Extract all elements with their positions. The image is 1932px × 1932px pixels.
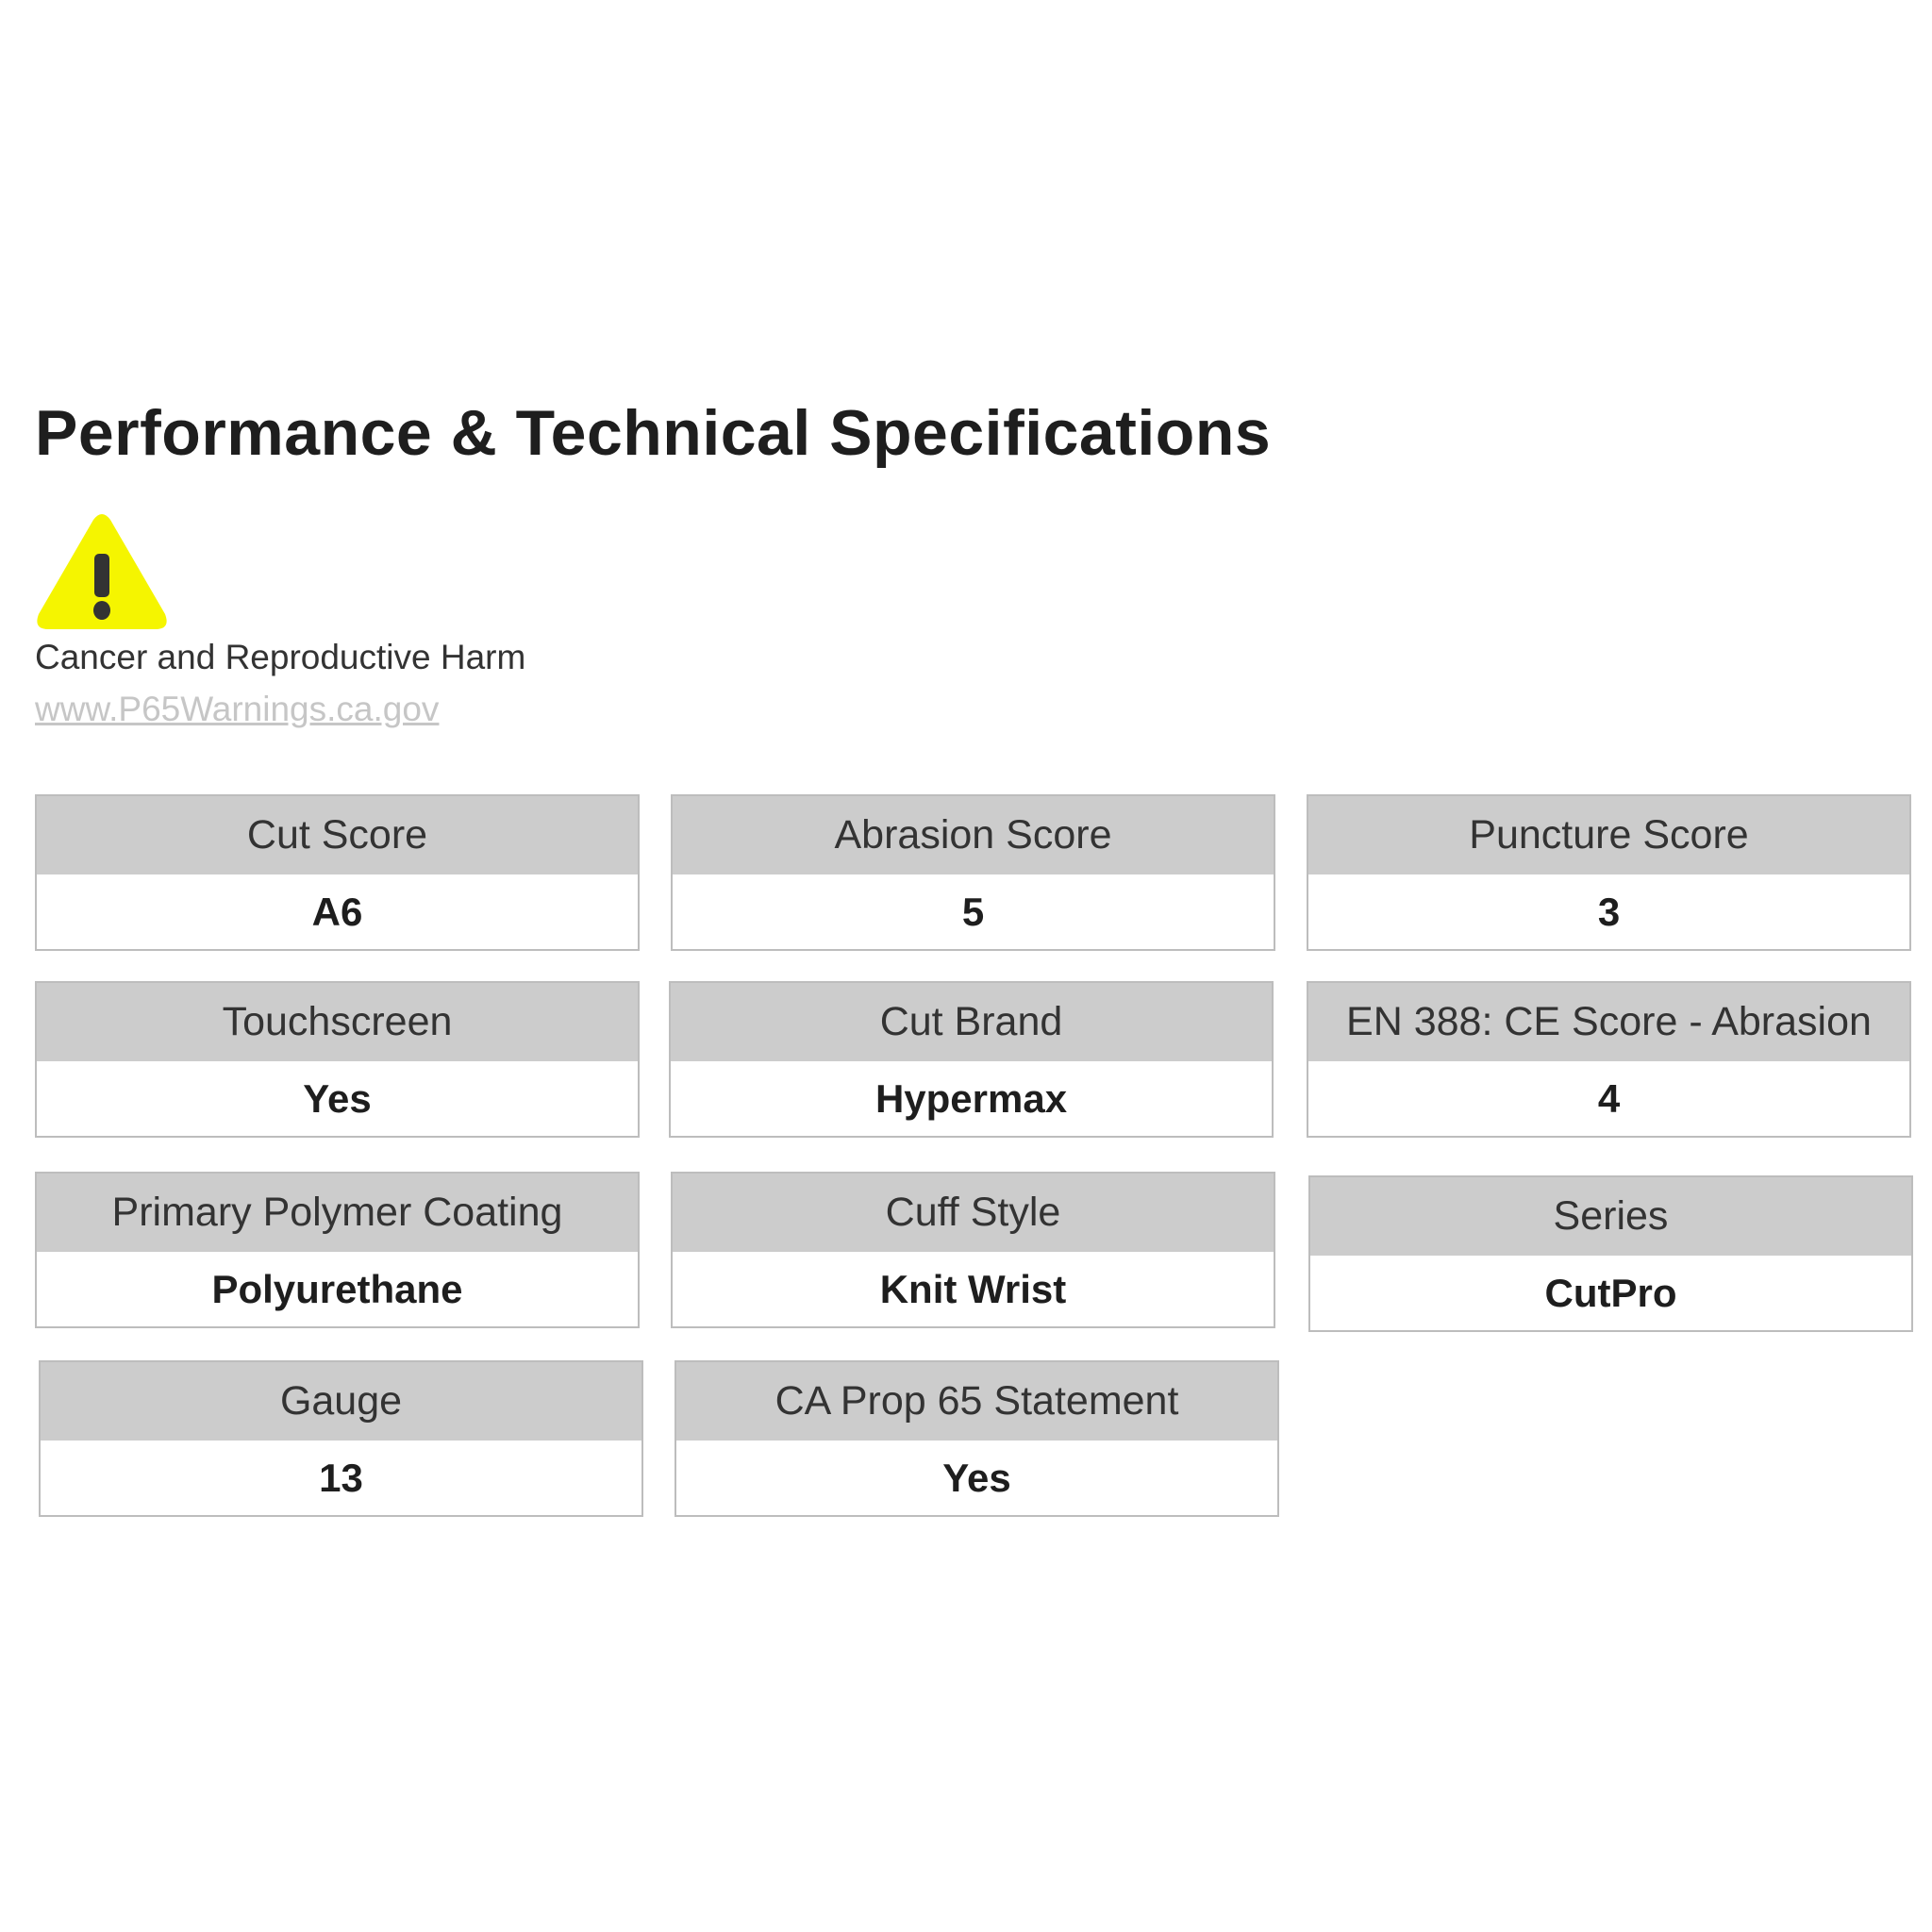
spec-value: Yes <box>942 1455 1011 1500</box>
spec-label: Cut Brand <box>671 983 1272 1061</box>
spec-value: Hypermax <box>874 1075 1068 1121</box>
spec-card-en388-abrasion: EN 388: CE Score - Abrasion 4 <box>1307 981 1911 1138</box>
spec-value: A6 <box>311 889 363 934</box>
spec-label: Cut Score <box>37 796 638 874</box>
spec-label: Series <box>1310 1177 1911 1256</box>
spec-value: Polyurethane <box>211 1266 463 1311</box>
spec-value: 5 <box>961 889 985 934</box>
spec-card-abrasion-score: Abrasion Score 5 <box>671 794 1275 951</box>
spec-card-gauge: Gauge 13 <box>39 1360 643 1517</box>
spec-card-cut-score: Cut Score A6 <box>35 794 640 951</box>
spec-label: Puncture Score <box>1308 796 1909 874</box>
spec-value: 3 <box>1597 889 1621 934</box>
spec-label: Primary Polymer Coating <box>37 1174 638 1252</box>
spec-card-puncture-score: Puncture Score 3 <box>1307 794 1911 951</box>
p65-warnings-link[interactable]: www.P65Warnings.ca.gov <box>35 690 440 728</box>
spec-label: Touchscreen <box>37 983 638 1061</box>
spec-label: EN 388: CE Score - Abrasion <box>1308 983 1909 1061</box>
spec-label: Gauge <box>41 1362 641 1441</box>
spec-value: Knit Wrist <box>879 1266 1067 1311</box>
page-title: Performance & Technical Specifications <box>35 397 1272 469</box>
spec-value: 13 <box>319 1455 363 1500</box>
spec-card-cut-brand: Cut Brand Hypermax <box>669 981 1274 1138</box>
spec-card-ca-prop-65: CA Prop 65 Statement Yes <box>675 1360 1279 1517</box>
warning-triangle-icon <box>37 514 167 629</box>
spec-value: Yes <box>303 1075 372 1121</box>
spec-label: Cuff Style <box>673 1174 1274 1252</box>
spec-card-series: Series CutPro <box>1308 1175 1913 1332</box>
warning-text: Cancer and Reproductive Harm <box>35 638 526 676</box>
spec-card-cuff-style: Cuff Style Knit Wrist <box>671 1172 1275 1328</box>
spec-value: 4 <box>1597 1075 1621 1121</box>
spec-card-polymer-coating: Primary Polymer Coating Polyurethane <box>35 1172 640 1328</box>
spec-label: Abrasion Score <box>673 796 1274 874</box>
spec-card-touchscreen: Touchscreen Yes <box>35 981 640 1138</box>
spec-value: CutPro <box>1544 1270 1677 1315</box>
spec-label: CA Prop 65 Statement <box>676 1362 1277 1441</box>
